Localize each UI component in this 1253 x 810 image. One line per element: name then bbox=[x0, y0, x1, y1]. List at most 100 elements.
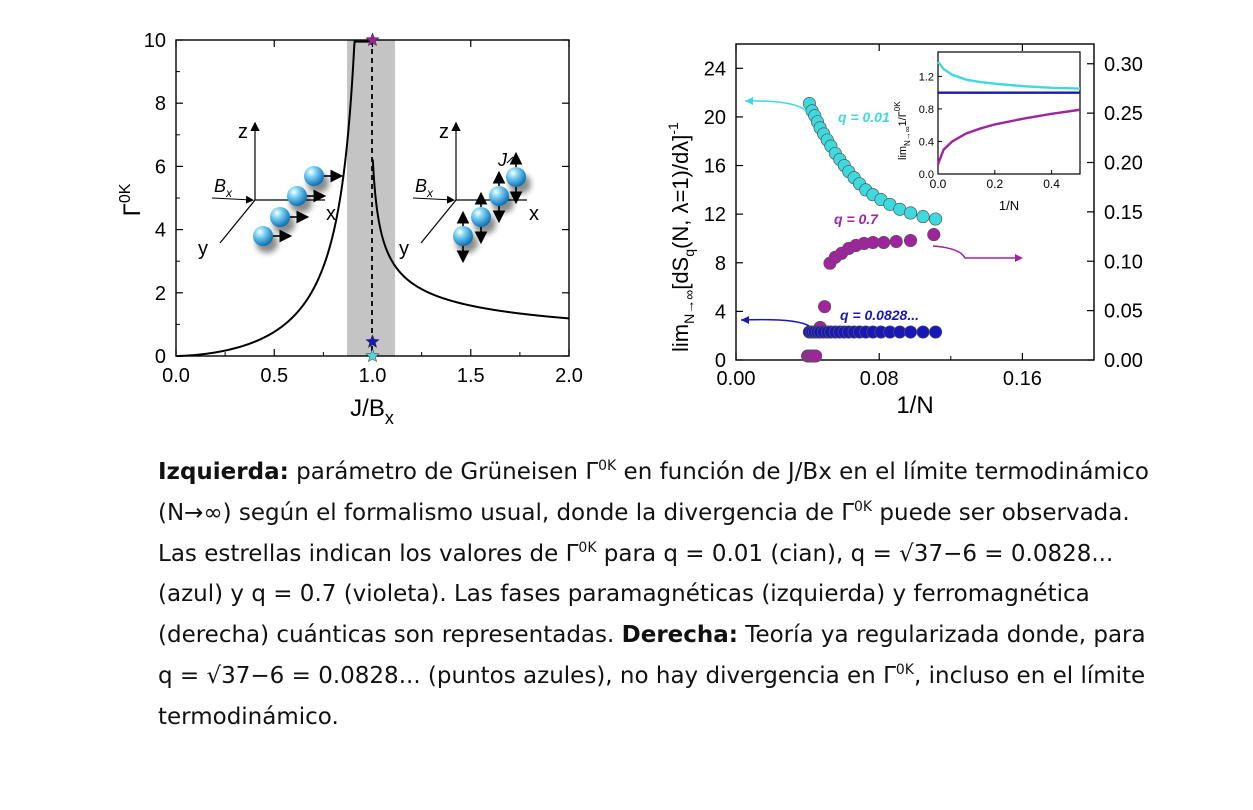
caption-sup: 0K bbox=[854, 498, 873, 515]
caption-right-heading: Derecha: bbox=[621, 622, 738, 649]
data-point-q001 bbox=[929, 212, 943, 226]
inset-x-tick-label: 0.0 bbox=[930, 177, 947, 191]
field-arrow bbox=[211, 195, 254, 204]
data-point-q0828 bbox=[916, 325, 930, 339]
spin-chain-left bbox=[253, 166, 344, 253]
inset-ticks: 0.0 0.2 0.4 0.0 0.4 0.8 1.2 bbox=[919, 71, 1061, 191]
gruneisen-curve bbox=[176, 40, 570, 357]
spin-ball bbox=[506, 167, 526, 187]
data-point-q07 bbox=[818, 300, 832, 314]
left-chart: 0.0 0.5 1.0 1.5 2.0 0 2 4 6 8 10 Γ0K J/Bx z x y Bx… bbox=[117, 30, 583, 428]
caption-sup: 0K bbox=[895, 661, 914, 678]
data-point-q07 bbox=[903, 233, 918, 248]
y-tick-label-left: 20 bbox=[704, 107, 726, 129]
data-point-q001 bbox=[903, 206, 918, 220]
caption-sup: 0K bbox=[578, 539, 597, 556]
data-point-q07 bbox=[889, 234, 903, 249]
data-point-q0828 bbox=[929, 325, 943, 339]
y-tick-label-right: 0.00 bbox=[1104, 350, 1143, 372]
y-tick-label-left: 4 bbox=[715, 301, 726, 323]
series-label-q0828: q = 0.0828... bbox=[840, 307, 919, 323]
figure-caption: Izquierda: parámetro de Grüneisen Γ0K en… bbox=[158, 452, 1158, 738]
y-tick-label: 6 bbox=[155, 156, 166, 178]
spin-ball bbox=[270, 207, 290, 227]
x-tick-label: 1.5 bbox=[457, 365, 485, 387]
spin-ball bbox=[489, 186, 509, 206]
field-label: Bx bbox=[214, 176, 233, 200]
violet-axis-arrow bbox=[932, 245, 1018, 259]
x-tick-label: 0.0 bbox=[162, 365, 190, 387]
y-tick-label: 2 bbox=[155, 283, 166, 305]
data-point-q07 bbox=[927, 228, 941, 242]
x-tick-label: 0.16 bbox=[1003, 368, 1042, 390]
caption-sup: 0K bbox=[598, 458, 617, 474]
y-tick-label-right: 0.05 bbox=[1104, 301, 1143, 323]
cyan-axis-arrow bbox=[744, 100, 807, 112]
inset-xlabel: 1/N bbox=[999, 198, 1019, 213]
x-tick-label: 2.0 bbox=[555, 365, 583, 387]
y-tick-label: 0 bbox=[155, 346, 166, 368]
spin-ball bbox=[253, 226, 273, 246]
blue-axis-arrow bbox=[740, 318, 810, 327]
right-chart: 0.00 0.08 0.16 0 4 8 12 16 20 24 0.00 0.05 0.10 0.15 0… bbox=[665, 43, 1143, 419]
x-label: x bbox=[529, 203, 539, 225]
cyan-arrowhead bbox=[745, 97, 753, 105]
y-tick-label-right: 0.25 bbox=[1104, 103, 1143, 125]
star-marker bbox=[365, 32, 380, 47]
spin-ball bbox=[471, 207, 491, 227]
y-tick-label-right: 0.15 bbox=[1104, 202, 1143, 224]
y-tick-label-left: 0 bbox=[715, 350, 726, 372]
coupling-tick bbox=[506, 156, 514, 164]
series-label-q07: q = 0.7 bbox=[834, 211, 879, 227]
right-xlabel: 1/N bbox=[896, 392, 933, 419]
y-axis bbox=[420, 199, 457, 244]
y-axis bbox=[219, 199, 256, 244]
caption-text: para q = 0.01 (cian), q = √37−6 = 0.0828… bbox=[158, 540, 1114, 649]
data-point-q0828 bbox=[903, 325, 918, 339]
inset-ylabel: limN→∞1/Γ0K bbox=[893, 101, 912, 160]
right-plot-frame bbox=[735, 43, 1095, 361]
y-tick-label-right: 0.10 bbox=[1104, 251, 1143, 273]
y-tick-label-left: 12 bbox=[704, 204, 726, 226]
y-tick-label-right: 0.30 bbox=[1104, 54, 1143, 76]
y-tick-label: 4 bbox=[155, 220, 166, 242]
star-marker bbox=[365, 334, 380, 349]
caption-text: Teoría ya regularizada donde, para q = √… bbox=[158, 622, 1146, 689]
z-label: z bbox=[238, 121, 248, 143]
data-point-q07 bbox=[809, 349, 823, 363]
right-ylabel: limN→∞[dSq(N, λ=1)/dλ]-1 bbox=[665, 122, 697, 352]
left-xlabel: J/Bx bbox=[350, 395, 394, 428]
data-point-q001 bbox=[916, 210, 930, 224]
y-tick-label-left: 8 bbox=[715, 253, 726, 275]
ferromagnetic-inset: z x y Bx J bbox=[399, 121, 539, 264]
inset-y-tick-label: 0.4 bbox=[919, 136, 934, 148]
y-tick-label: 10 bbox=[144, 30, 166, 52]
y-tick-label-left: 16 bbox=[704, 156, 726, 178]
y-tick-label-left: 24 bbox=[704, 58, 726, 80]
left-axis-ticks: 0.0 0.5 1.0 1.5 2.0 0 2 4 6 8 10 bbox=[144, 30, 583, 387]
star-marker bbox=[365, 348, 380, 363]
caption-text: puede ser observada. Las estrellas indic… bbox=[158, 499, 1130, 567]
inset-x-tick-label: 0.4 bbox=[1043, 177, 1060, 191]
coupling-label: J bbox=[497, 150, 508, 170]
inset-x-tick-label: 0.2 bbox=[986, 177, 1003, 191]
paramagnetic-inset: z x y Bx bbox=[198, 121, 344, 260]
star-markers bbox=[365, 32, 380, 363]
spin-ball bbox=[287, 186, 307, 206]
inset-curves bbox=[936, 61, 1081, 165]
inset-y-tick-label: 0.0 bbox=[919, 169, 934, 181]
x-tick-label: 0.00 bbox=[717, 368, 756, 390]
data-points bbox=[801, 97, 943, 363]
spin-chain-right bbox=[453, 151, 531, 264]
caption-left-heading: Izquierda: bbox=[158, 459, 289, 485]
y-label: y bbox=[399, 238, 409, 260]
x-tick-label: 1.0 bbox=[359, 365, 387, 387]
inset-chart: 0.0 0.2 0.4 0.0 0.4 0.8 1.2 1/N limN→∞1/Γ0K bbox=[893, 51, 1081, 213]
caption-text: en función de J/Bx en el límite termodin… bbox=[158, 459, 1149, 526]
left-ylabel: Γ0K bbox=[117, 183, 146, 216]
y-tick-label: 8 bbox=[155, 93, 166, 115]
field-arrow bbox=[412, 195, 455, 204]
y-tick-label-right: 0.20 bbox=[1104, 153, 1143, 175]
blue-arrowhead bbox=[741, 316, 749, 324]
